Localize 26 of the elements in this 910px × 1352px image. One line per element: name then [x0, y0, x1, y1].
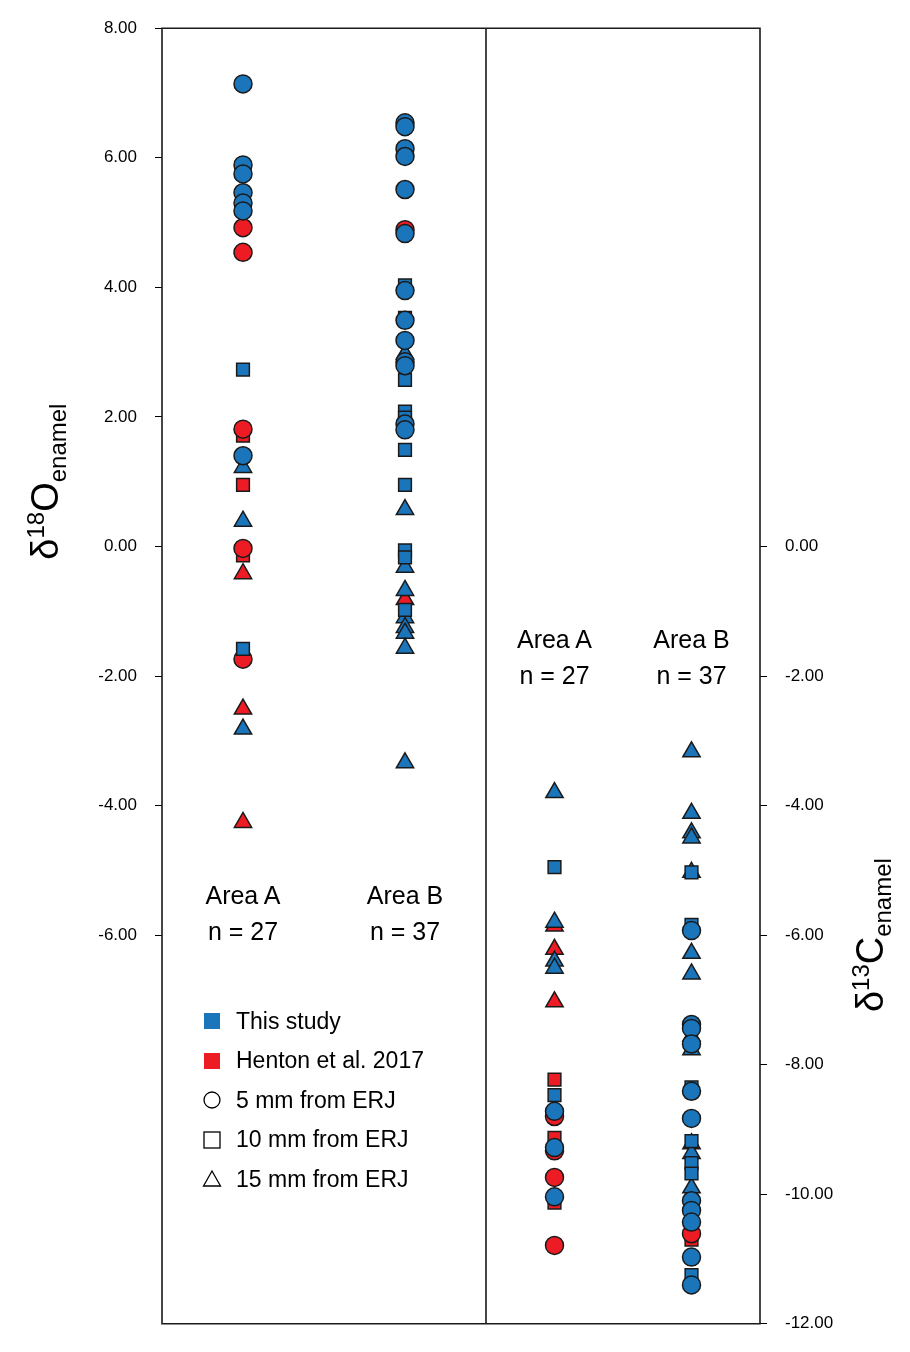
- annotation: 10 mm from ERJ: [236, 1126, 409, 1154]
- y2-tick-label: -6.00: [785, 924, 824, 944]
- y2-tick-label: 0.00: [785, 536, 819, 556]
- y-tick-label: 2.00: [103, 406, 137, 426]
- y2-tick-label: -2.00: [785, 665, 824, 685]
- x-tick-label: Area A n = 27: [205, 881, 281, 946]
- annotation: 15 mm from ERJ: [236, 1165, 409, 1193]
- x-tick-label: Area A n = 27: [516, 624, 593, 689]
- y2-tick-label: -12.00: [785, 1313, 834, 1333]
- x-tick-label: Area B n = 37: [653, 624, 730, 689]
- y-axis-title: δ18Oenamel: [21, 403, 71, 560]
- y2-tick-label: -10.00: [785, 1183, 834, 1203]
- y-tick-label: 8.00: [103, 17, 137, 37]
- x-tick-label: Area B n = 37: [366, 881, 444, 946]
- y-tick-label: 4.00: [103, 277, 137, 297]
- y-tick-label: 6.00: [103, 147, 137, 167]
- y-tick-label: -6.00: [98, 924, 137, 944]
- y-tick-label: 0.00: [103, 536, 137, 556]
- y2-tick-label: -4.00: [785, 795, 824, 815]
- y-tick-label: -4.00: [98, 795, 137, 815]
- y-tick-label: -2.00: [98, 665, 137, 685]
- y2-axis-title: δ13Cenamel: [846, 858, 896, 1013]
- annotation: This study: [236, 1007, 341, 1035]
- annotation: 5 mm from ERJ: [236, 1086, 396, 1114]
- y2-tick-label: -8.00: [785, 1054, 824, 1074]
- annotation: Henton et al. 2017: [236, 1047, 424, 1075]
